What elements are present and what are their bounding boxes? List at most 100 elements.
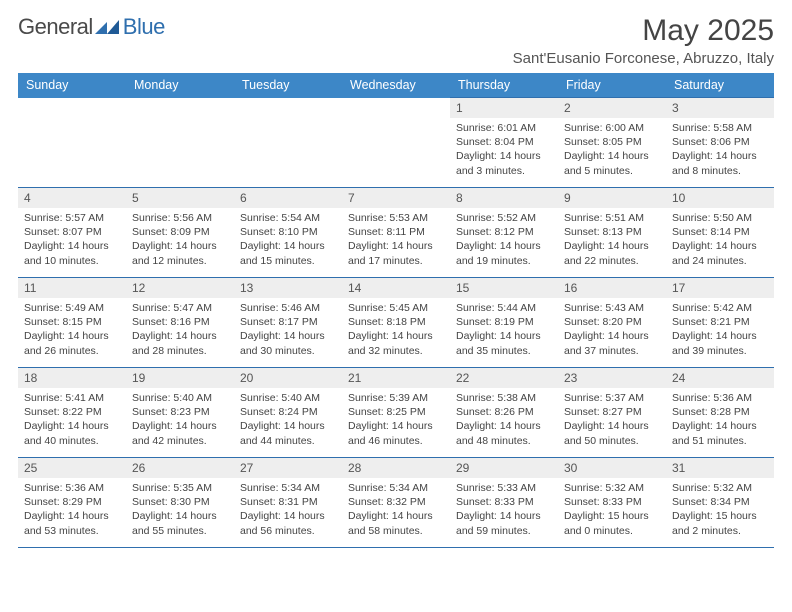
day-number: 2: [558, 98, 666, 118]
day-number: 15: [450, 278, 558, 298]
month-title: May 2025: [513, 14, 774, 48]
day-number: 30: [558, 458, 666, 478]
calendar-week: 1Sunrise: 6:01 AMSunset: 8:04 PMDaylight…: [18, 98, 774, 188]
day-number: 13: [234, 278, 342, 298]
day-body: Sunrise: 5:39 AMSunset: 8:25 PMDaylight:…: [342, 388, 450, 452]
day-body: Sunrise: 5:42 AMSunset: 8:21 PMDaylight:…: [666, 298, 774, 362]
day-body: Sunrise: 5:33 AMSunset: 8:33 PMDaylight:…: [450, 478, 558, 542]
calendar-cell: 3Sunrise: 5:58 AMSunset: 8:06 PMDaylight…: [666, 98, 774, 188]
day-body: Sunrise: 5:51 AMSunset: 8:13 PMDaylight:…: [558, 208, 666, 272]
calendar-cell: 31Sunrise: 5:32 AMSunset: 8:34 PMDayligh…: [666, 458, 774, 548]
calendar-cell: 6Sunrise: 5:54 AMSunset: 8:10 PMDaylight…: [234, 188, 342, 278]
calendar-cell: 8Sunrise: 5:52 AMSunset: 8:12 PMDaylight…: [450, 188, 558, 278]
day-number: 29: [450, 458, 558, 478]
day-header: Saturday: [666, 73, 774, 98]
location: Sant'Eusanio Forconese, Abruzzo, Italy: [513, 50, 774, 67]
day-number: 20: [234, 368, 342, 388]
day-body: Sunrise: 5:43 AMSunset: 8:20 PMDaylight:…: [558, 298, 666, 362]
day-body: Sunrise: 5:36 AMSunset: 8:29 PMDaylight:…: [18, 478, 126, 542]
logo-word2: Blue: [123, 14, 165, 40]
day-body: Sunrise: 5:35 AMSunset: 8:30 PMDaylight:…: [126, 478, 234, 542]
calendar-cell: 28Sunrise: 5:34 AMSunset: 8:32 PMDayligh…: [342, 458, 450, 548]
header: General Blue May 2025 Sant'Eusanio Forco…: [18, 14, 774, 67]
day-body: Sunrise: 5:57 AMSunset: 8:07 PMDaylight:…: [18, 208, 126, 272]
calendar-cell: 4Sunrise: 5:57 AMSunset: 8:07 PMDaylight…: [18, 188, 126, 278]
logo-word1: General: [18, 14, 93, 40]
calendar-week: 18Sunrise: 5:41 AMSunset: 8:22 PMDayligh…: [18, 368, 774, 458]
day-header: Thursday: [450, 73, 558, 98]
day-body: Sunrise: 5:32 AMSunset: 8:33 PMDaylight:…: [558, 478, 666, 542]
day-body: Sunrise: 5:54 AMSunset: 8:10 PMDaylight:…: [234, 208, 342, 272]
calendar-cell: [234, 98, 342, 188]
day-number: 1: [450, 98, 558, 118]
calendar-cell: 11Sunrise: 5:49 AMSunset: 8:15 PMDayligh…: [18, 278, 126, 368]
calendar-cell: 25Sunrise: 5:36 AMSunset: 8:29 PMDayligh…: [18, 458, 126, 548]
logo: General Blue: [18, 14, 165, 40]
day-number: 27: [234, 458, 342, 478]
day-body: Sunrise: 5:34 AMSunset: 8:31 PMDaylight:…: [234, 478, 342, 542]
day-body: Sunrise: 6:01 AMSunset: 8:04 PMDaylight:…: [450, 118, 558, 182]
day-body: Sunrise: 5:47 AMSunset: 8:16 PMDaylight:…: [126, 298, 234, 362]
logo-mark-icon: [95, 18, 121, 36]
day-body: Sunrise: 5:58 AMSunset: 8:06 PMDaylight:…: [666, 118, 774, 182]
day-body: Sunrise: 5:37 AMSunset: 8:27 PMDaylight:…: [558, 388, 666, 452]
calendar-cell: 26Sunrise: 5:35 AMSunset: 8:30 PMDayligh…: [126, 458, 234, 548]
day-body: Sunrise: 5:32 AMSunset: 8:34 PMDaylight:…: [666, 478, 774, 542]
day-number: 24: [666, 368, 774, 388]
calendar-cell: [342, 98, 450, 188]
day-number: 5: [126, 188, 234, 208]
day-body: Sunrise: 5:40 AMSunset: 8:24 PMDaylight:…: [234, 388, 342, 452]
day-body: Sunrise: 5:46 AMSunset: 8:17 PMDaylight:…: [234, 298, 342, 362]
calendar-cell: 19Sunrise: 5:40 AMSunset: 8:23 PMDayligh…: [126, 368, 234, 458]
day-number: 28: [342, 458, 450, 478]
calendar-cell: 9Sunrise: 5:51 AMSunset: 8:13 PMDaylight…: [558, 188, 666, 278]
calendar-cell: [18, 98, 126, 188]
day-number: 4: [18, 188, 126, 208]
calendar-cell: 21Sunrise: 5:39 AMSunset: 8:25 PMDayligh…: [342, 368, 450, 458]
calendar-week: 11Sunrise: 5:49 AMSunset: 8:15 PMDayligh…: [18, 278, 774, 368]
day-body: Sunrise: 5:45 AMSunset: 8:18 PMDaylight:…: [342, 298, 450, 362]
title-block: May 2025 Sant'Eusanio Forconese, Abruzzo…: [513, 14, 774, 67]
day-number: 18: [18, 368, 126, 388]
day-header-row: SundayMondayTuesdayWednesdayThursdayFrid…: [18, 73, 774, 98]
calendar-cell: 27Sunrise: 5:34 AMSunset: 8:31 PMDayligh…: [234, 458, 342, 548]
calendar-cell: 14Sunrise: 5:45 AMSunset: 8:18 PMDayligh…: [342, 278, 450, 368]
day-number: 23: [558, 368, 666, 388]
day-number: 10: [666, 188, 774, 208]
day-body: Sunrise: 6:00 AMSunset: 8:05 PMDaylight:…: [558, 118, 666, 182]
day-number: 25: [18, 458, 126, 478]
day-number: 9: [558, 188, 666, 208]
calendar-cell: 10Sunrise: 5:50 AMSunset: 8:14 PMDayligh…: [666, 188, 774, 278]
calendar: SundayMondayTuesdayWednesdayThursdayFrid…: [18, 73, 774, 548]
calendar-cell: 2Sunrise: 6:00 AMSunset: 8:05 PMDaylight…: [558, 98, 666, 188]
day-number: 26: [126, 458, 234, 478]
day-number: 21: [342, 368, 450, 388]
day-number: 14: [342, 278, 450, 298]
day-number: 22: [450, 368, 558, 388]
day-header: Friday: [558, 73, 666, 98]
day-body: Sunrise: 5:50 AMSunset: 8:14 PMDaylight:…: [666, 208, 774, 272]
calendar-cell: 24Sunrise: 5:36 AMSunset: 8:28 PMDayligh…: [666, 368, 774, 458]
calendar-cell: 5Sunrise: 5:56 AMSunset: 8:09 PMDaylight…: [126, 188, 234, 278]
calendar-cell: 18Sunrise: 5:41 AMSunset: 8:22 PMDayligh…: [18, 368, 126, 458]
day-number: 12: [126, 278, 234, 298]
day-body: Sunrise: 5:44 AMSunset: 8:19 PMDaylight:…: [450, 298, 558, 362]
day-number: 31: [666, 458, 774, 478]
day-number: 8: [450, 188, 558, 208]
day-number: 6: [234, 188, 342, 208]
day-header: Tuesday: [234, 73, 342, 98]
calendar-cell: [126, 98, 234, 188]
day-body: Sunrise: 5:40 AMSunset: 8:23 PMDaylight:…: [126, 388, 234, 452]
day-number: 17: [666, 278, 774, 298]
day-number: 19: [126, 368, 234, 388]
calendar-cell: 16Sunrise: 5:43 AMSunset: 8:20 PMDayligh…: [558, 278, 666, 368]
day-number: 3: [666, 98, 774, 118]
calendar-cell: 20Sunrise: 5:40 AMSunset: 8:24 PMDayligh…: [234, 368, 342, 458]
day-body: Sunrise: 5:38 AMSunset: 8:26 PMDaylight:…: [450, 388, 558, 452]
calendar-cell: 12Sunrise: 5:47 AMSunset: 8:16 PMDayligh…: [126, 278, 234, 368]
day-number: 11: [18, 278, 126, 298]
day-body: Sunrise: 5:34 AMSunset: 8:32 PMDaylight:…: [342, 478, 450, 542]
calendar-cell: 29Sunrise: 5:33 AMSunset: 8:33 PMDayligh…: [450, 458, 558, 548]
calendar-cell: 7Sunrise: 5:53 AMSunset: 8:11 PMDaylight…: [342, 188, 450, 278]
day-header: Sunday: [18, 73, 126, 98]
